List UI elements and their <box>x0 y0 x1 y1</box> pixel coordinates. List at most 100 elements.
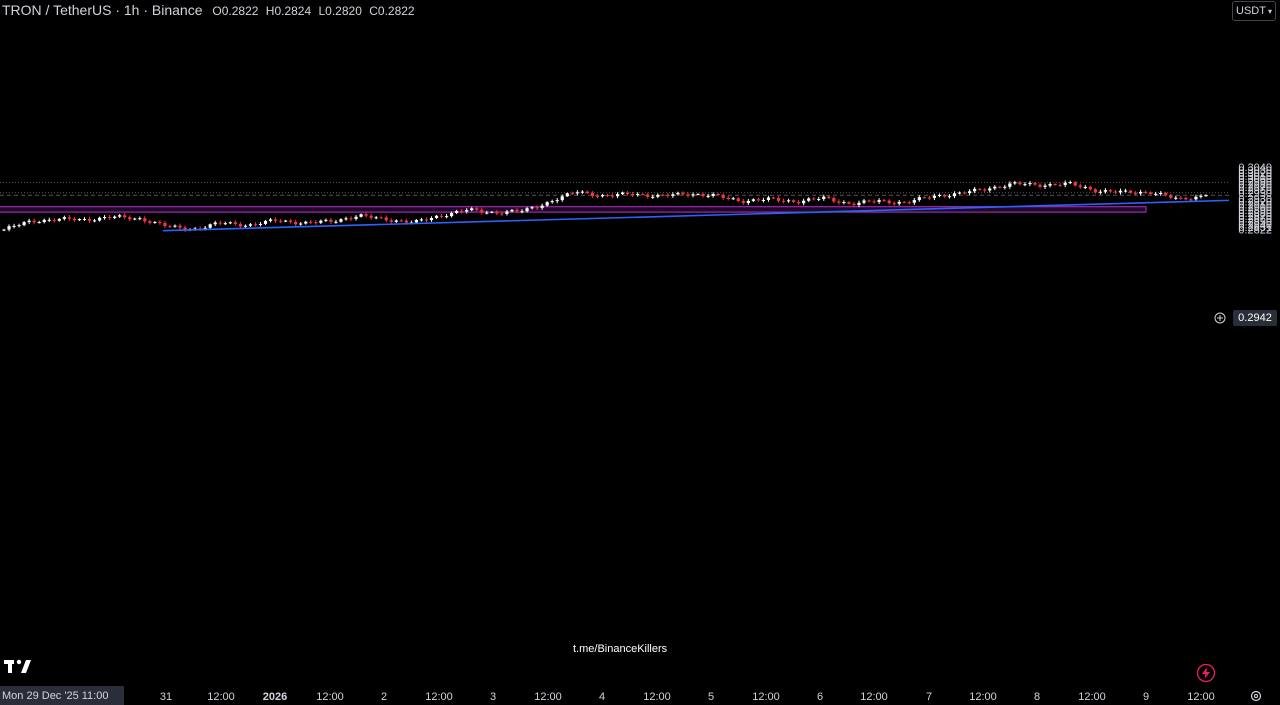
candle-body <box>741 200 745 203</box>
candle-body <box>1194 196 1198 200</box>
time-tick-label: 9 <box>1143 691 1149 703</box>
candle-body <box>82 218 87 220</box>
time-tick-label: 12:00 <box>1187 691 1215 703</box>
candle-body <box>535 207 539 209</box>
candle-body <box>781 200 786 202</box>
candle-body <box>485 212 489 214</box>
candle-body <box>756 199 760 201</box>
price-tick-label: 0.2900 <box>1238 202 1272 214</box>
tradingview-logo-icon[interactable] <box>4 657 32 675</box>
trendline[interactable] <box>162 199 1230 232</box>
candle-body <box>978 188 982 190</box>
candle-body <box>832 197 836 202</box>
candle-body <box>379 217 383 219</box>
candle-body <box>118 215 122 217</box>
candle-body <box>92 220 97 222</box>
candle-body <box>444 216 449 218</box>
time-tick-label: 12:00 <box>860 691 888 703</box>
time-tick-label: 7 <box>926 691 932 703</box>
candle-body <box>490 211 494 213</box>
add-alert-icon[interactable] <box>1214 312 1226 324</box>
price-tick-label: 0.2920 <box>1238 197 1272 209</box>
candle-body <box>932 195 937 198</box>
candle-body <box>384 217 388 221</box>
candle-body <box>1144 191 1148 193</box>
candle-body <box>791 200 796 202</box>
candle-body <box>917 197 921 201</box>
time-tick-label: 12:00 <box>969 691 997 703</box>
open-label: O <box>212 4 222 18</box>
candle-body <box>37 222 41 224</box>
currency-label: USDT <box>1236 5 1266 17</box>
candle-body <box>636 194 640 196</box>
zone-rect <box>0 206 1147 213</box>
candle-body <box>988 188 992 191</box>
candle-body <box>701 194 705 197</box>
candle-body <box>97 217 102 221</box>
candle-body <box>173 225 177 227</box>
candle-body <box>153 221 157 223</box>
price-tick-label: 0.2980 <box>1238 179 1272 191</box>
candle-body <box>651 196 655 198</box>
candle-body <box>424 219 429 221</box>
price-tick-label: 0.3030 <box>1238 165 1272 177</box>
currency-button[interactable]: USDT ▾ <box>1232 1 1276 21</box>
candle-body <box>289 220 293 222</box>
candle-body <box>138 218 142 220</box>
price-tick-label: 0.2870 <box>1238 211 1272 223</box>
last-price-label: 0.2942 <box>1233 310 1277 326</box>
candle-body <box>766 197 771 200</box>
demand-zone[interactable] <box>0 206 1147 213</box>
candle-body <box>414 219 419 223</box>
candle-body <box>168 226 172 228</box>
candle-body <box>927 197 931 199</box>
candle-body <box>183 227 187 230</box>
gear-icon[interactable] <box>1249 689 1263 703</box>
candle-body <box>1184 197 1188 200</box>
candle-body <box>233 222 237 225</box>
candle-body <box>228 222 232 224</box>
candle-body <box>1048 184 1052 186</box>
candle-body <box>922 197 926 199</box>
time-tick-label: 12:00 <box>643 691 671 703</box>
candle-body <box>1083 186 1087 188</box>
candle-body <box>399 220 403 222</box>
price-tick-label: 0.2910 <box>1238 199 1272 211</box>
candle-body <box>847 202 851 204</box>
price-axis[interactable]: 0.28220.28310.28400.28500.28600.28700.28… <box>1238 162 1272 236</box>
candle-body <box>480 209 484 213</box>
candle-body <box>716 194 720 196</box>
candle-body <box>178 225 182 228</box>
candle-body <box>696 194 700 196</box>
candle-body <box>947 196 952 198</box>
time-axis[interactable]: 31 12:00 2026 12:00 2 12:00 3 12:00 4 12:00 5 12:00… <box>160 691 1215 703</box>
price-tick-label: 0.3020 <box>1238 168 1272 180</box>
candle-body <box>17 225 21 227</box>
horizontal-levels <box>0 181 1229 196</box>
candle-body <box>500 213 504 215</box>
candle-body <box>1179 197 1183 199</box>
candle-body <box>213 222 217 225</box>
candle-body <box>983 189 987 191</box>
price-tick-label: 0.2822 <box>1238 225 1272 237</box>
candle-body <box>324 219 328 221</box>
time-tick-label: 2 <box>381 691 387 703</box>
chart-legend: TRON / TetherUS · 1h · Binance O0.2822 H… <box>2 2 419 18</box>
candle-body <box>143 218 147 222</box>
symbol-title[interactable]: TRON / TetherUS · 1h · Binance <box>2 2 203 18</box>
lightning-icon[interactable] <box>1196 663 1216 683</box>
candle-body <box>812 198 816 200</box>
candle-body <box>123 215 127 218</box>
candle-body <box>344 218 348 220</box>
candle-body <box>560 196 564 201</box>
candle-body <box>465 210 469 212</box>
candle-body <box>128 217 132 220</box>
candle-body <box>731 198 735 200</box>
candle-body <box>857 202 861 206</box>
candle-body <box>661 194 665 196</box>
candle-body <box>439 215 444 217</box>
candle-body <box>686 194 690 196</box>
candle-body <box>329 219 333 222</box>
candle-body <box>284 220 288 222</box>
